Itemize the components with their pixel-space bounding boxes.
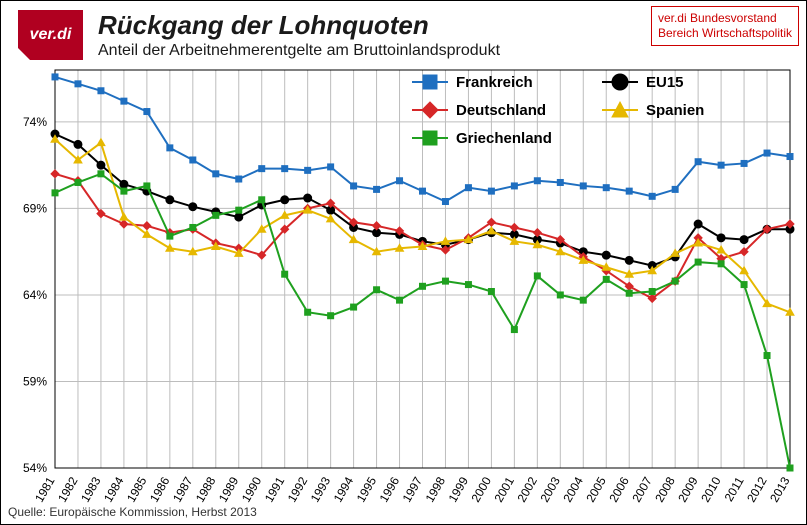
svg-text:2005: 2005 [583,474,609,504]
logo-text: ver.di [30,26,72,44]
svg-text:74%: 74% [23,115,47,129]
svg-text:Frankreich: Frankreich [456,74,533,91]
svg-text:2011: 2011 [722,474,747,504]
svg-text:1984: 1984 [101,474,127,504]
svg-text:64%: 64% [23,288,47,302]
svg-text:1998: 1998 [423,474,449,504]
svg-text:2003: 2003 [537,474,563,504]
svg-text:1983: 1983 [78,474,104,504]
line-chart: 54%59%64%69%74%1981198219831984198519861… [0,0,807,525]
svg-text:69%: 69% [23,201,47,215]
svg-text:2006: 2006 [606,474,632,504]
svg-text:2001: 2001 [491,474,517,504]
svg-text:EU15: EU15 [646,74,684,91]
svg-text:2010: 2010 [698,474,724,504]
svg-text:2013: 2013 [767,474,793,504]
svg-text:1990: 1990 [239,474,265,504]
svg-text:1985: 1985 [124,474,150,504]
svg-text:Griechenland: Griechenland [456,130,552,147]
source-note: Quelle: Europäische Kommission, Herbst 2… [8,505,257,519]
svg-text:1989: 1989 [216,474,242,504]
svg-text:2004: 2004 [560,474,586,504]
svg-text:2008: 2008 [652,474,678,504]
svg-text:1986: 1986 [147,474,173,504]
svg-text:1997: 1997 [400,474,426,504]
svg-text:1982: 1982 [55,474,81,504]
svg-text:1981: 1981 [32,474,58,504]
svg-text:1999: 1999 [446,474,472,504]
svg-text:1994: 1994 [331,474,357,504]
svg-text:2009: 2009 [675,474,701,504]
svg-text:2002: 2002 [514,474,540,504]
svg-text:1993: 1993 [308,474,334,504]
svg-text:2012: 2012 [744,474,770,504]
svg-text:2007: 2007 [629,474,655,504]
svg-text:Spanien: Spanien [646,102,704,119]
svg-text:Deutschland: Deutschland [456,102,546,119]
svg-text:1995: 1995 [354,474,380,504]
svg-text:1992: 1992 [285,474,311,504]
svg-text:59%: 59% [23,374,47,388]
svg-text:54%: 54% [23,461,47,475]
svg-text:1988: 1988 [193,474,219,504]
svg-text:2000: 2000 [469,474,495,504]
svg-text:1987: 1987 [170,474,196,504]
svg-text:1991: 1991 [262,474,288,504]
svg-text:1996: 1996 [377,474,403,504]
